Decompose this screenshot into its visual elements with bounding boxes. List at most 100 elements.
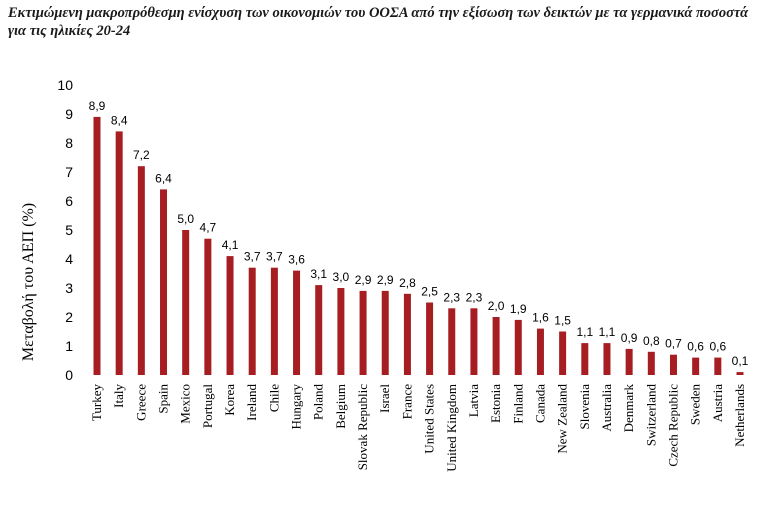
category-label: Switzerland bbox=[643, 384, 658, 447]
data-label: 7,2 bbox=[133, 148, 150, 162]
bar bbox=[137, 166, 145, 375]
category-label: Czech Republic bbox=[665, 384, 680, 467]
data-label: 0,6 bbox=[709, 340, 726, 354]
y-tick-label: 1 bbox=[65, 338, 73, 354]
y-tick-label: 2 bbox=[65, 309, 73, 325]
data-label: 3,7 bbox=[266, 250, 283, 264]
y-tick-label: 10 bbox=[57, 77, 73, 93]
data-label: 6,4 bbox=[155, 171, 172, 185]
data-label: 4,1 bbox=[222, 238, 239, 252]
data-label: 0,1 bbox=[732, 354, 749, 368]
y-tick-label: 0 bbox=[65, 367, 73, 383]
category-label: Canada bbox=[532, 384, 547, 423]
data-label: 3,1 bbox=[310, 267, 327, 281]
bar bbox=[115, 131, 123, 375]
category-label: Austria bbox=[710, 384, 725, 423]
bar bbox=[448, 308, 456, 375]
category-label: Slovenia bbox=[577, 384, 592, 430]
bar bbox=[514, 319, 522, 375]
data-label: 8,4 bbox=[111, 113, 128, 127]
data-label: 8,9 bbox=[89, 99, 106, 113]
bar bbox=[536, 328, 544, 375]
y-axis-ticks: 0 1 2 3 4 5 6 7 8 9 10 bbox=[57, 77, 73, 383]
bar bbox=[381, 290, 389, 375]
category-label: Poland bbox=[311, 384, 326, 421]
data-label: 1,6 bbox=[532, 311, 549, 325]
bar bbox=[426, 302, 434, 375]
category-label: Turkey bbox=[89, 384, 104, 422]
y-tick-label: 7 bbox=[65, 164, 73, 180]
category-label: Israel bbox=[377, 384, 392, 413]
bar bbox=[647, 351, 655, 375]
chart-title: Εκτιμώμενη μακροπρόθεσμη ενίσχυση των οι… bbox=[8, 5, 749, 39]
bar bbox=[581, 343, 589, 375]
category-label: Ireland bbox=[244, 384, 259, 421]
y-tick-label: 6 bbox=[65, 193, 73, 209]
bar bbox=[714, 357, 722, 375]
bars bbox=[93, 116, 744, 376]
category-label: Greece bbox=[133, 384, 148, 421]
data-label: 3,0 bbox=[333, 270, 350, 284]
category-label: Sweden bbox=[688, 384, 703, 426]
category-label: Mexico bbox=[178, 384, 193, 424]
data-label: 2,0 bbox=[488, 299, 505, 313]
bar bbox=[736, 372, 744, 375]
data-label: 3,7 bbox=[244, 250, 261, 264]
y-tick-label: 9 bbox=[65, 106, 73, 122]
bar bbox=[315, 285, 323, 375]
bar bbox=[160, 189, 168, 375]
category-label: Denmark bbox=[621, 384, 636, 433]
data-label: 2,3 bbox=[466, 290, 483, 304]
bar bbox=[337, 288, 345, 375]
bar bbox=[270, 267, 278, 375]
category-label: Chile bbox=[266, 384, 281, 412]
data-label: 3,6 bbox=[288, 253, 305, 267]
bar bbox=[182, 230, 190, 375]
bar bbox=[226, 256, 234, 375]
y-axis-label: Μεταβολή του ΑΕΠ (%) bbox=[20, 203, 37, 361]
data-label: 1,1 bbox=[576, 325, 593, 339]
data-label: 2,5 bbox=[421, 285, 438, 299]
data-label: 2,9 bbox=[377, 273, 394, 287]
bar bbox=[359, 290, 367, 375]
bar bbox=[692, 357, 700, 375]
category-label: Hungary bbox=[289, 384, 304, 430]
bar bbox=[470, 308, 478, 375]
category-label: United Kingdom bbox=[444, 384, 459, 472]
category-label: France bbox=[399, 384, 414, 420]
category-label: Netherlands bbox=[732, 384, 747, 447]
bar bbox=[293, 270, 301, 375]
bar bbox=[204, 238, 212, 375]
y-tick-label: 5 bbox=[65, 222, 73, 238]
category-labels: Turkey Italy Greece Spain Mexico Portugal Kore… bbox=[89, 384, 747, 472]
bar bbox=[669, 354, 677, 375]
category-label: Latvia bbox=[466, 384, 481, 417]
category-label: Portugal bbox=[200, 384, 215, 428]
data-label: 0,8 bbox=[643, 334, 660, 348]
data-label: 4,7 bbox=[200, 221, 217, 235]
bar bbox=[492, 317, 500, 375]
category-label: Belgium bbox=[333, 384, 348, 429]
bar bbox=[559, 331, 567, 375]
bar bbox=[625, 348, 633, 375]
data-label: 1,5 bbox=[554, 314, 571, 328]
category-label: Italy bbox=[111, 384, 126, 408]
data-label: 0,6 bbox=[687, 340, 704, 354]
bar bbox=[603, 343, 611, 375]
data-labels: 8,9 8,4 7,2 6,4 5,0 4,7 4,1 3,7 3,7 3,6 3,1 3,0 2,9 2… bbox=[89, 99, 749, 368]
category-label: Australia bbox=[599, 384, 614, 432]
y-tick-label: 3 bbox=[65, 280, 73, 296]
bar bbox=[248, 267, 256, 375]
bar bbox=[403, 293, 411, 375]
bar bbox=[93, 116, 101, 376]
data-label: 2,3 bbox=[443, 290, 460, 304]
category-label: Korea bbox=[222, 384, 237, 416]
data-label: 1,1 bbox=[599, 325, 616, 339]
category-label: New Zealand bbox=[555, 384, 570, 454]
data-label: 2,9 bbox=[355, 273, 372, 287]
data-label: 1,9 bbox=[510, 302, 527, 316]
data-label: 2,8 bbox=[399, 276, 416, 290]
category-label: Estonia bbox=[488, 384, 503, 423]
category-label: Slovak Republic bbox=[355, 384, 370, 471]
